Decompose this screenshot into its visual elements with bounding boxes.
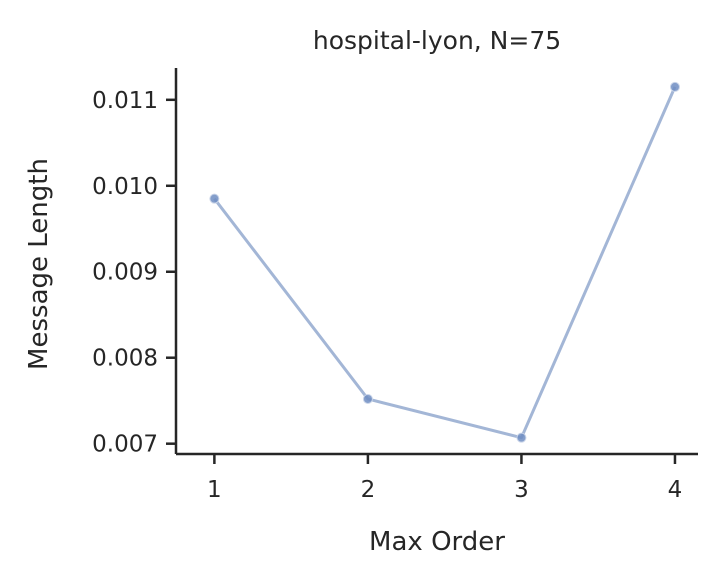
x-axis-label: Max Order: [369, 527, 505, 557]
y-tick-label: 0.007: [92, 432, 158, 458]
data-point: [209, 193, 220, 204]
data-point: [669, 81, 680, 92]
y-tick-label: 0.011: [92, 88, 158, 114]
plot-area: [209, 81, 680, 443]
x-tick-label: 1: [207, 477, 222, 503]
y-tick-label: 0.009: [92, 260, 158, 286]
y-tick-label: 0.008: [92, 346, 158, 372]
x-tick-label: 4: [668, 477, 683, 503]
x-tick-label: 2: [361, 477, 376, 503]
y-tick-label: 0.010: [92, 174, 158, 200]
ticks: 1 2 3 4 0.007 0.008 0.009 0.010 0.011: [92, 88, 682, 503]
x-tick-label: 3: [514, 477, 529, 503]
data-point: [516, 432, 527, 443]
data-point: [362, 393, 373, 404]
series-line: [213, 86, 677, 440]
chart-title: hospital-lyon, N=75: [313, 26, 561, 55]
y-axis-label: Message Length: [24, 158, 54, 370]
axes: [174, 68, 698, 456]
